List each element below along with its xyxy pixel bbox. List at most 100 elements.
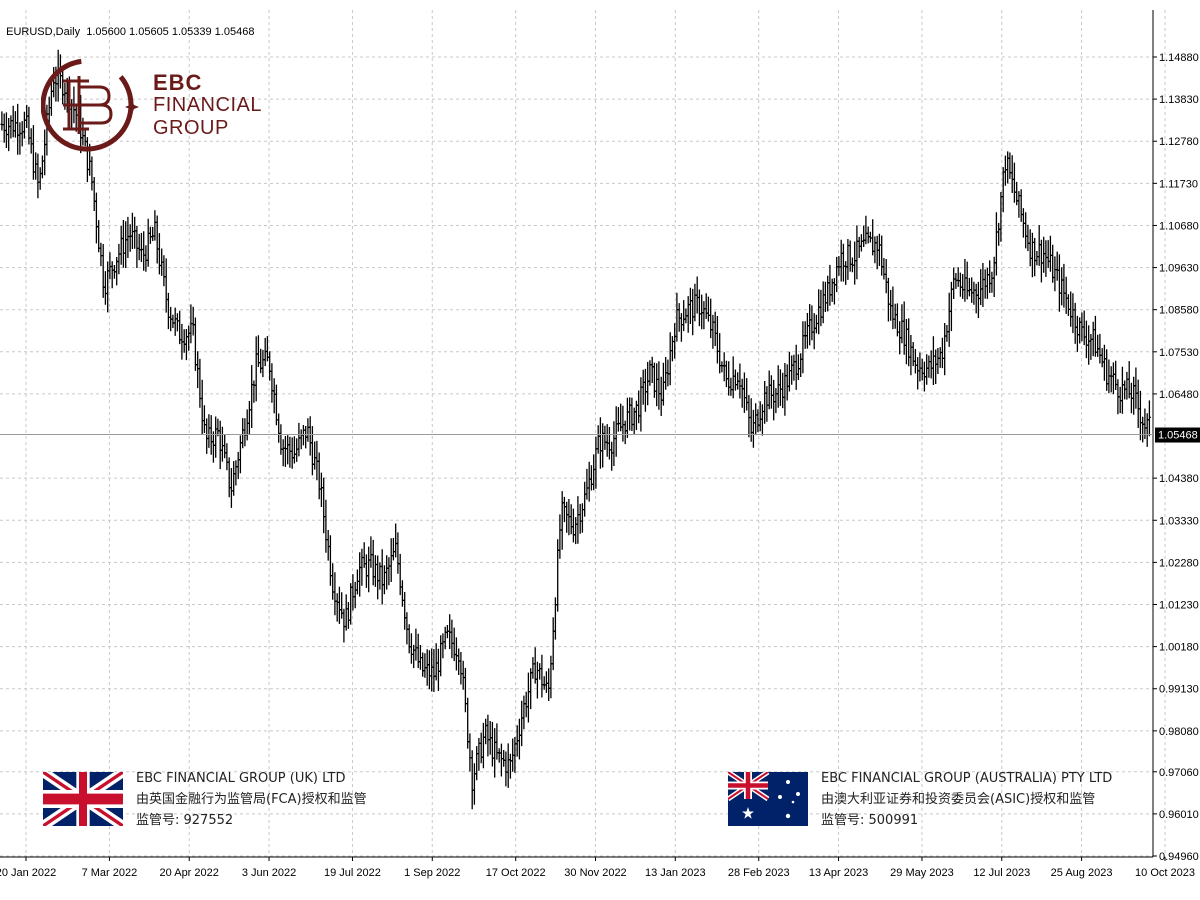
ohlc-bar bbox=[1082, 310, 1086, 346]
ohlc-bar bbox=[1100, 348, 1104, 368]
ohlc-bar bbox=[1006, 151, 1010, 184]
ohlc-bar bbox=[162, 255, 166, 287]
ohlc-bar bbox=[902, 301, 906, 355]
ohlc-bar bbox=[772, 379, 776, 421]
ohlc-bar bbox=[247, 401, 251, 435]
ohlc-bar bbox=[691, 288, 695, 336]
y-tick-label: 1.02280 bbox=[1159, 557, 1199, 569]
ohlc-bar bbox=[542, 676, 546, 690]
ohlc-bar bbox=[171, 314, 175, 328]
ohlc-bar bbox=[211, 431, 215, 463]
chart-header: EURUSD,Daily 1.05600 1.05605 1.05339 1.0… bbox=[0, 14, 254, 38]
ohlc-bar bbox=[175, 313, 179, 332]
ohlc-bar bbox=[740, 378, 744, 408]
ohlc-bar bbox=[697, 289, 701, 327]
ohlc-bar bbox=[713, 311, 717, 346]
y-tick-label: 1.13830 bbox=[1159, 94, 1199, 106]
logo-line-financial: FINANCIAL bbox=[153, 94, 262, 116]
ohlc-bar bbox=[391, 538, 395, 561]
ohlc-bar bbox=[466, 697, 470, 749]
ohlc-bar bbox=[261, 349, 265, 378]
ohlc-bar bbox=[646, 361, 650, 406]
ohlc-bar bbox=[1035, 251, 1039, 266]
ohlc-bar bbox=[666, 359, 670, 387]
ohlc-bar bbox=[709, 298, 713, 339]
ohlc-bar bbox=[1039, 239, 1043, 283]
ohlc-bar bbox=[855, 225, 859, 280]
ohlc-bar bbox=[1071, 293, 1075, 334]
ohlc-bar bbox=[286, 435, 290, 465]
ohlc-bar bbox=[328, 535, 332, 586]
ohlc-bar bbox=[655, 363, 659, 407]
ohlc-bar bbox=[659, 376, 663, 416]
ohlc-bar bbox=[423, 653, 427, 678]
ohlc-bar bbox=[274, 384, 278, 426]
ohlc-bar bbox=[895, 303, 899, 337]
ohlc-bar bbox=[1028, 229, 1032, 267]
y-tick-label: 0.97060 bbox=[1159, 767, 1199, 779]
x-tick-label: 13 Apr 2023 bbox=[809, 867, 868, 879]
x-tick-label: 3 Jun 2022 bbox=[242, 867, 296, 879]
ohlc-bar bbox=[490, 722, 494, 767]
ohlc-bar bbox=[346, 602, 350, 629]
ohlc-bar bbox=[808, 304, 812, 346]
ohlc-bar bbox=[508, 753, 512, 779]
ohlc-bar bbox=[886, 277, 890, 322]
ohlc-bar bbox=[432, 649, 436, 692]
ohlc-bar bbox=[214, 416, 218, 458]
ohlc-bar bbox=[583, 481, 587, 517]
ohlc-bar bbox=[364, 554, 368, 588]
ohlc-bar bbox=[349, 583, 353, 625]
ohlc-bar bbox=[837, 256, 841, 276]
ohlc-bar bbox=[412, 644, 416, 669]
y-tick-label: 1.11730 bbox=[1159, 178, 1198, 190]
ohlc-bar bbox=[565, 501, 569, 533]
ohlc-bar bbox=[943, 323, 947, 376]
y-tick-label: 0.94960 bbox=[1159, 851, 1199, 863]
ohlc-bar bbox=[252, 380, 256, 403]
ohlc-bar bbox=[733, 369, 737, 391]
ohlc-bar bbox=[990, 271, 994, 293]
ohlc-bar bbox=[560, 491, 564, 550]
ohlc-bar bbox=[340, 592, 344, 619]
ohlc-bar bbox=[693, 283, 697, 322]
ohlc-bar bbox=[1057, 254, 1061, 312]
ohlc-bar bbox=[1073, 302, 1077, 344]
au-company-name: EBC FINANCIAL GROUP (AUSTRALIA) PTY LTD bbox=[821, 771, 1113, 786]
ohlc-bar bbox=[792, 354, 796, 381]
ohlc-bar bbox=[1114, 360, 1118, 390]
ohlc-bar bbox=[407, 624, 411, 654]
ohlc-bar bbox=[1109, 366, 1113, 393]
ohlc-bar bbox=[198, 358, 202, 408]
ohlc-bar bbox=[970, 277, 974, 303]
ohlc-bar bbox=[196, 351, 200, 389]
ohlc-bar bbox=[250, 365, 254, 428]
ohlc-bar bbox=[524, 691, 528, 718]
ohlc-bar bbox=[342, 608, 346, 643]
ohlc-bar bbox=[389, 538, 393, 582]
ohlc-bar bbox=[540, 654, 544, 698]
ohlc-bar bbox=[1096, 334, 1100, 357]
x-tick-label: 25 Aug 2023 bbox=[1051, 867, 1113, 879]
ohlc-bar bbox=[641, 369, 645, 405]
ohlc-bar bbox=[625, 397, 629, 438]
ohlc-bar bbox=[315, 440, 319, 481]
ohlc-bar bbox=[452, 627, 456, 662]
ohlc-bar bbox=[479, 732, 483, 764]
ohlc-bar bbox=[859, 234, 863, 252]
ohlc-bar bbox=[1066, 294, 1070, 316]
ohlc-bar bbox=[520, 700, 524, 747]
ohlc-bar bbox=[823, 281, 827, 312]
ohlc-bar bbox=[623, 420, 627, 445]
au-registration-number: 监管号: 500991 bbox=[821, 813, 919, 828]
ohlc-bar bbox=[1145, 413, 1149, 447]
ohlc-bar bbox=[157, 233, 161, 275]
y-tick-label: 1.06480 bbox=[1159, 389, 1199, 401]
ohlc-bar bbox=[574, 517, 578, 545]
ohlc-bar bbox=[2, 113, 6, 143]
ohlc-bar bbox=[731, 356, 735, 399]
ohlc-bar bbox=[151, 226, 155, 241]
ohlc-bar bbox=[727, 361, 731, 396]
ohlc-bar bbox=[1003, 155, 1007, 186]
